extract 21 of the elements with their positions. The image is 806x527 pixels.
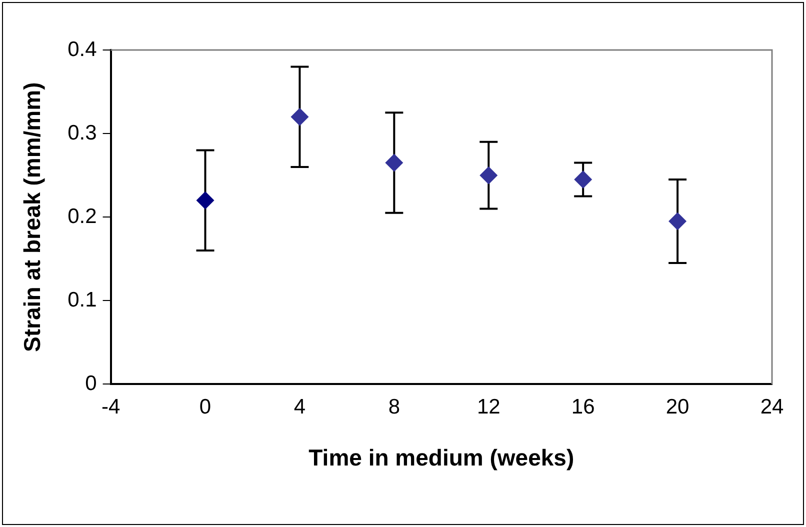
y-tick-label: 0.1 bbox=[68, 288, 97, 312]
x-tick-label: -4 bbox=[101, 396, 120, 419]
y-tick-label: 0.3 bbox=[68, 121, 97, 144]
point bbox=[290, 108, 309, 126]
y-tick-label: 0.4 bbox=[68, 38, 98, 61]
x-tick-label: 0 bbox=[199, 396, 212, 419]
y-axis-title: Strain at break (mm/mm) bbox=[19, 82, 46, 352]
point bbox=[574, 170, 592, 189]
x-tick-label: 24 bbox=[760, 396, 784, 419]
x-tick-label: 4 bbox=[294, 396, 306, 419]
point bbox=[385, 154, 404, 172]
point bbox=[668, 212, 687, 230]
x-tick-label: 12 bbox=[476, 396, 500, 419]
x-tick-label: 8 bbox=[388, 396, 400, 419]
x-axis-title: Time in medium (weeks) bbox=[308, 444, 574, 471]
x-tick-label: 20 bbox=[666, 396, 690, 419]
point bbox=[196, 191, 214, 210]
y-tick-label: 0 bbox=[85, 372, 97, 395]
x-tick-label: 16 bbox=[571, 396, 595, 419]
y-tick-label: 0.2 bbox=[68, 204, 97, 228]
point bbox=[480, 166, 498, 184]
